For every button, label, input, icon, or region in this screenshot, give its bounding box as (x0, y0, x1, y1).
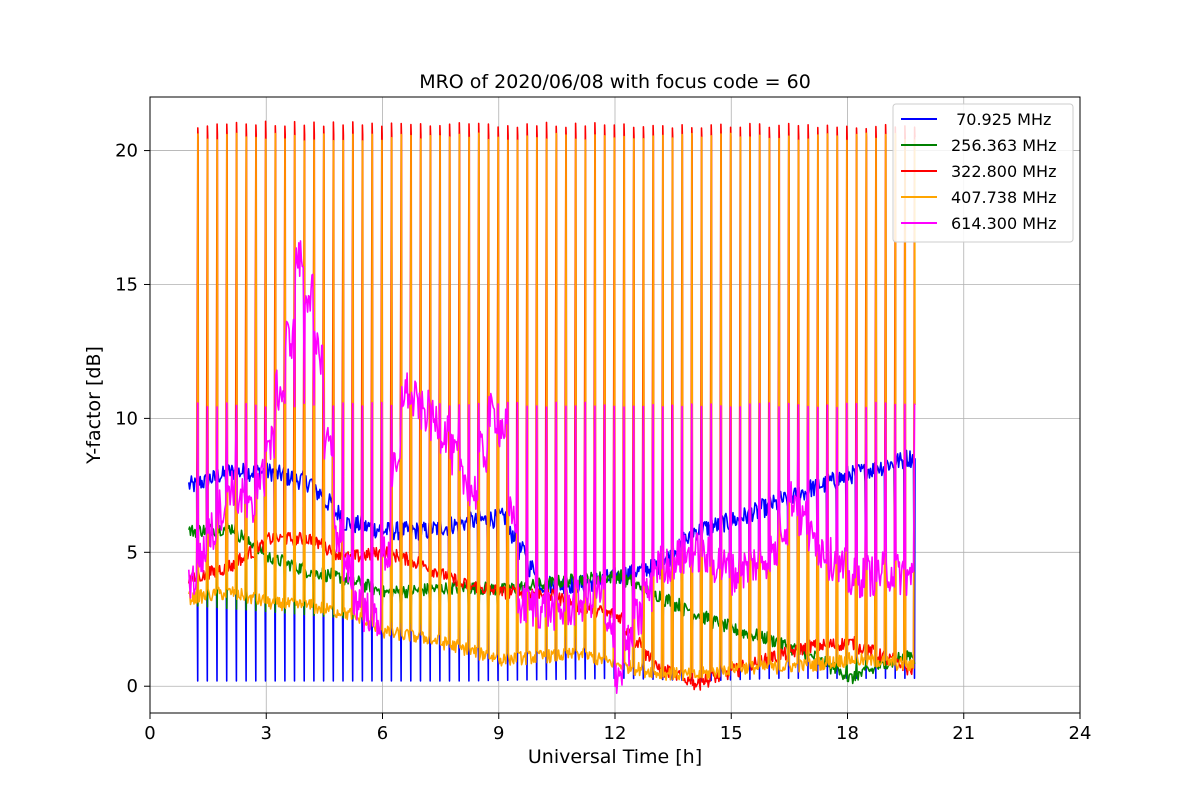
series-line-3 (188, 120, 916, 691)
legend-label: 322.800 MHz (951, 162, 1056, 181)
series-line-2 (188, 522, 916, 685)
legend-label: 256.363 MHz (951, 136, 1056, 155)
legend-label: 614.300 MHz (951, 214, 1056, 233)
y-tick-label: 15 (115, 274, 138, 295)
series-layer (188, 120, 916, 694)
x-tick-label: 15 (720, 723, 743, 744)
x-tick-label: 18 (836, 723, 859, 744)
x-tick-label: 9 (493, 723, 504, 744)
x-tick-label: 0 (144, 723, 155, 744)
y-axis-label: Y-factor [dB] (83, 346, 105, 465)
y-tick-label: 10 (115, 408, 138, 429)
series-line-5 (188, 240, 916, 694)
x-tick-label: 3 (261, 723, 272, 744)
y-tick-label: 5 (127, 542, 138, 563)
y-axis: 0 5 10 15 20 (115, 141, 150, 697)
x-tick-label: 12 (604, 723, 627, 744)
x-axis-label: Universal Time [h] (528, 746, 702, 768)
x-tick-label: 24 (1069, 723, 1092, 744)
legend: 70.925 MHz 256.363 MHz 322.800 MHz 407.738 … (892, 103, 1074, 243)
y-tick-label: 20 (115, 141, 138, 162)
chart-title: MRO of 2020/06/08 with focus code = 60 (419, 71, 811, 93)
x-axis: 0 3 6 9 12 15 18 21 24 (144, 713, 1091, 744)
x-tick-label: 21 (952, 723, 975, 744)
legend-box (892, 103, 1074, 243)
series-line-4 (188, 132, 916, 681)
y-tick-label: 0 (127, 676, 138, 697)
legend-label: 70.925 MHz (951, 110, 1051, 129)
x-tick-label: 6 (377, 723, 388, 744)
legend-label: 407.738 MHz (951, 188, 1056, 207)
